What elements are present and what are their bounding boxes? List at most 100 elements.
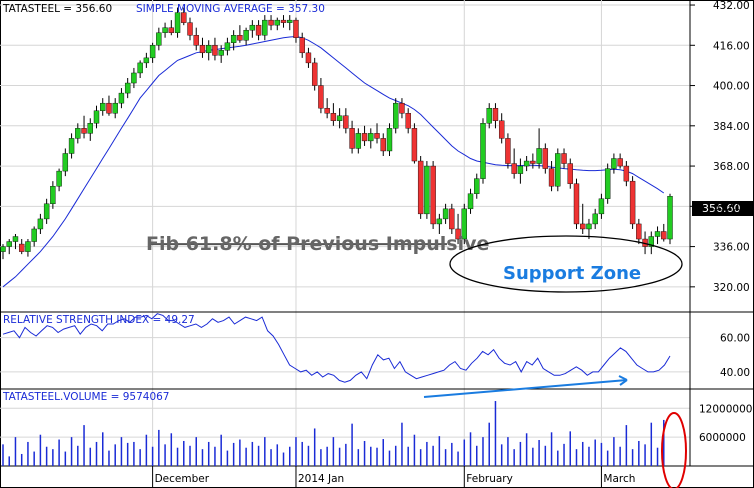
candle-up	[386, 128, 393, 152]
candle-down	[492, 107, 499, 121]
candle-up	[100, 102, 106, 111]
candle-down	[212, 45, 218, 56]
candle-up	[0, 246, 6, 252]
support-zone-label: Support Zone	[503, 263, 641, 284]
candle-up	[25, 241, 31, 252]
candle-up	[43, 203, 50, 220]
candle-down	[349, 128, 355, 149]
candle-up	[611, 158, 617, 169]
candle-up	[393, 102, 399, 129]
candle-down	[580, 223, 586, 230]
rsi-line	[2, 313, 671, 383]
candle-down	[81, 128, 87, 134]
candle-down	[505, 138, 511, 164]
date-label: December	[155, 473, 210, 485]
candle-up	[56, 170, 62, 187]
price-title: TATASTEEL = 356.60	[2, 3, 112, 15]
candle-up	[131, 72, 137, 84]
price-tick-label: 400.00	[713, 81, 750, 93]
candle-up	[355, 133, 362, 149]
last-price-tag	[692, 201, 754, 216]
candle-up	[37, 218, 44, 230]
candle-down	[330, 113, 337, 121]
volume-tick-label: 6000000	[699, 432, 746, 444]
candle-down	[573, 183, 580, 225]
candle-down	[629, 180, 636, 225]
x-axis-labels: December 2014 Jan February March	[155, 473, 636, 485]
candle-up	[523, 160, 530, 167]
candle-up	[336, 115, 343, 121]
candle-down	[498, 120, 505, 139]
price-tick-label: 352.00	[713, 201, 750, 213]
candle-down	[449, 208, 455, 230]
candle-up	[480, 123, 486, 179]
candle-up	[162, 27, 168, 33]
candle-down	[255, 24, 262, 36]
candle-up	[654, 231, 661, 237]
candle-up	[249, 24, 256, 31]
moving-average-line	[2, 35, 665, 288]
candle-up	[486, 107, 492, 124]
candle-down	[661, 231, 667, 240]
candle-down	[530, 160, 536, 164]
rsi-title: RELATIVE STRENGTH INDEX = 49.27	[3, 314, 195, 326]
candle-up	[667, 196, 673, 240]
rsi-tick-label: 60.00	[720, 333, 750, 345]
candle-down	[193, 35, 199, 46]
candle-up	[262, 19, 268, 36]
candle-down	[237, 35, 243, 41]
candle-down	[511, 163, 517, 174]
candle-up	[93, 110, 100, 124]
candle-down	[168, 27, 175, 33]
candle-up	[224, 42, 231, 51]
candle-down	[19, 243, 25, 252]
candle-up	[467, 193, 474, 210]
rsi-trendline	[423, 379, 628, 398]
candle-down	[455, 228, 461, 240]
candle-up	[517, 165, 524, 174]
candle-up	[156, 32, 162, 46]
candle-down	[318, 85, 324, 109]
sma-title: SIMPLE MOVING AVERAGE = 357.30	[136, 3, 325, 15]
candle-down	[636, 223, 642, 240]
candle-down	[561, 153, 567, 164]
volume-bars	[2, 401, 665, 466]
candle-up	[62, 153, 69, 172]
candle-down	[305, 52, 312, 64]
candle-down	[311, 62, 318, 86]
candle-down	[280, 19, 287, 23]
candle-up	[174, 12, 181, 33]
rsi-tick-label: 40.00	[720, 367, 750, 379]
candle-down	[343, 115, 349, 129]
candle-up	[604, 168, 611, 199]
candle-down	[411, 128, 418, 162]
candle-up	[555, 153, 561, 187]
candle-down	[617, 158, 623, 167]
candle-down	[417, 160, 424, 215]
candle-up	[118, 92, 125, 104]
last-price-label: 356.60	[702, 202, 741, 215]
fib-annotation: Fib 61.8% of Previous Impulsive	[146, 233, 489, 255]
price-tick-label: 384.00	[713, 121, 750, 133]
candle-up	[75, 128, 81, 139]
candle-down	[542, 148, 549, 169]
candle-down	[361, 133, 368, 142]
candle-up	[31, 228, 37, 242]
candle-down	[374, 133, 380, 139]
candle-up	[6, 241, 12, 247]
candle-down	[187, 22, 193, 36]
price-tick-label: 320.00	[713, 282, 750, 294]
candle-up	[274, 19, 280, 26]
candle-up	[461, 208, 467, 240]
candle-up	[368, 133, 374, 142]
date-label: March	[603, 473, 635, 485]
candle-down	[623, 165, 630, 182]
candle-down	[268, 19, 274, 26]
candle-down	[380, 138, 386, 152]
candlesticks	[0, 7, 673, 260]
candle-down	[399, 102, 405, 114]
candle-down	[199, 45, 206, 54]
rsi-trendline-arrowhead	[618, 375, 628, 386]
date-label: February	[466, 473, 513, 485]
